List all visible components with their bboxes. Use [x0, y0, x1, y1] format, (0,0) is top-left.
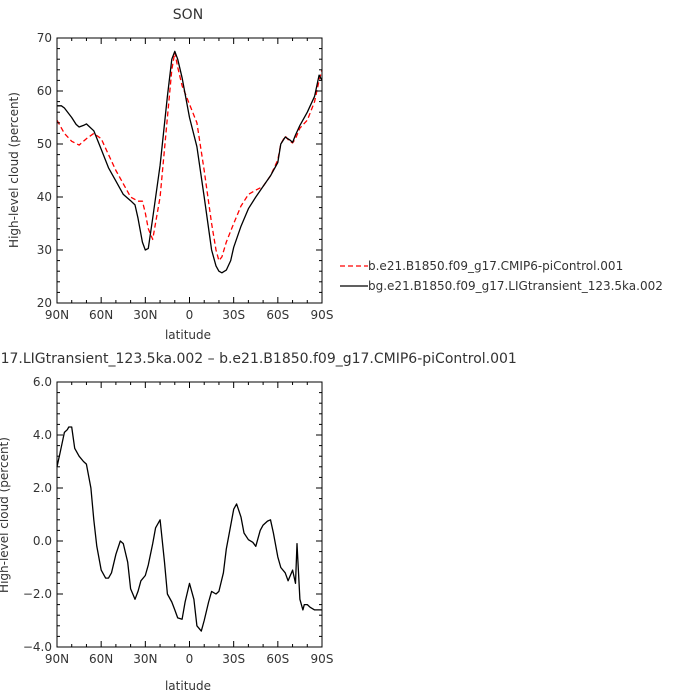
bottom-x-tick-label: 90S — [311, 652, 334, 666]
top-series-line-1 — [56, 51, 323, 262]
bottom-y-tick-label: 4.0 — [33, 428, 52, 442]
top-x-tick-label: 30N — [133, 308, 157, 322]
bottom-y-axis-label: High-level cloud (percent) — [0, 437, 11, 593]
bottom-x-ticks: 90N 60N 30N 0 30S 60S 90S — [45, 382, 334, 666]
bottom-x-axis-label: latitude — [165, 679, 211, 693]
bottom-y-tick-label: −4.0 — [23, 640, 52, 654]
bottom-panel: bg.e21.B1850.f09_g17.LIGtransient_123.5k… — [0, 351, 517, 693]
bottom-x-tick-label: 60S — [266, 652, 289, 666]
bottom-y-ticks: −4.0 −2.0 0.0 2.0 4.0 6.0 — [23, 375, 322, 654]
top-y-ticks: 20 30 40 50 60 70 — [37, 31, 322, 310]
bottom-x-tick-label: 30S — [222, 652, 245, 666]
top-y-tick-label: 70 — [37, 31, 52, 45]
top-x-tick-label: 30S — [222, 308, 245, 322]
top-plot-frame — [56, 37, 323, 304]
top-x-axis-label: latitude — [165, 328, 211, 342]
top-panel: SON latitude High-level cloud (percent) … — [7, 7, 333, 342]
bottom-chart-title: bg.e21.B1850.f09_g17.LIGtransient_123.5k… — [0, 351, 517, 367]
top-y-tick-label: 20 — [37, 296, 52, 310]
top-x-tick-label: 0 — [186, 308, 194, 322]
top-y-tick-label: 50 — [37, 137, 52, 151]
bottom-y-tick-label: 0.0 — [33, 534, 52, 548]
top-y-tick-label: 30 — [37, 243, 52, 257]
bottom-x-tick-label: 0 — [186, 652, 194, 666]
bottom-plot-area — [56, 426, 322, 632]
bottom-x-tick-label: 30N — [133, 652, 157, 666]
bottom-series-line-1 — [56, 426, 322, 632]
top-y-tick-label: 40 — [37, 190, 52, 204]
bottom-x-tick-label: 60N — [89, 652, 113, 666]
top-series-line-2 — [57, 50, 323, 274]
top-x-tick-label: 60S — [266, 308, 289, 322]
legend-label-series-1: b.e21.B1850.f09_g17.CMIP6-piControl.001 — [368, 259, 623, 273]
top-y-tick-label: 60 — [37, 84, 52, 98]
top-x-tick-label: 60N — [89, 308, 113, 322]
top-y-axis-label: High-level cloud (percent) — [7, 92, 21, 248]
legend: b.e21.B1850.f09_g17.CMIP6-piControl.001 … — [340, 259, 663, 293]
top-plot-area — [56, 50, 323, 274]
top-chart-title: SON — [173, 7, 203, 23]
top-x-ticks: 90N 60N 30N 0 30S 60S 90S — [45, 38, 334, 322]
bottom-y-tick-label: 6.0 — [33, 375, 52, 389]
legend-label-series-2: bg.e21.B1850.f09_g17.LIGtransient_123.5k… — [368, 279, 663, 293]
bottom-x-tick-label: 90N — [45, 652, 69, 666]
bottom-plot-frame — [56, 381, 323, 648]
bottom-y-tick-label: 2.0 — [33, 481, 52, 495]
bottom-y-tick-label: −2.0 — [23, 587, 52, 601]
top-x-tick-label: 90N — [45, 308, 69, 322]
top-x-tick-label: 90S — [311, 308, 334, 322]
